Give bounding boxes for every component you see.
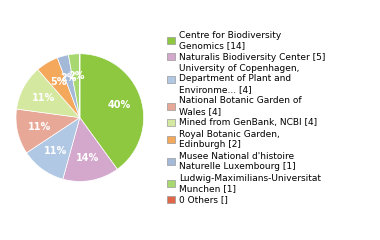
Wedge shape	[57, 55, 80, 118]
Text: 11%: 11%	[28, 122, 51, 132]
Wedge shape	[16, 109, 80, 153]
Legend: Centre for Biodiversity
Genomics [14], Naturalis Biodiversity Center [5], Univer: Centre for Biodiversity Genomics [14], N…	[167, 30, 325, 205]
Wedge shape	[17, 70, 80, 118]
Text: 2%: 2%	[60, 73, 77, 83]
Wedge shape	[68, 54, 80, 118]
Text: 11%: 11%	[32, 93, 55, 103]
Text: 2%: 2%	[68, 71, 84, 81]
Wedge shape	[27, 118, 80, 179]
Wedge shape	[63, 118, 117, 181]
Text: 5%: 5%	[50, 77, 67, 87]
Wedge shape	[80, 54, 144, 169]
Text: 40%: 40%	[108, 100, 131, 110]
Text: 14%: 14%	[76, 153, 99, 163]
Text: 11%: 11%	[44, 146, 67, 156]
Wedge shape	[38, 58, 80, 118]
